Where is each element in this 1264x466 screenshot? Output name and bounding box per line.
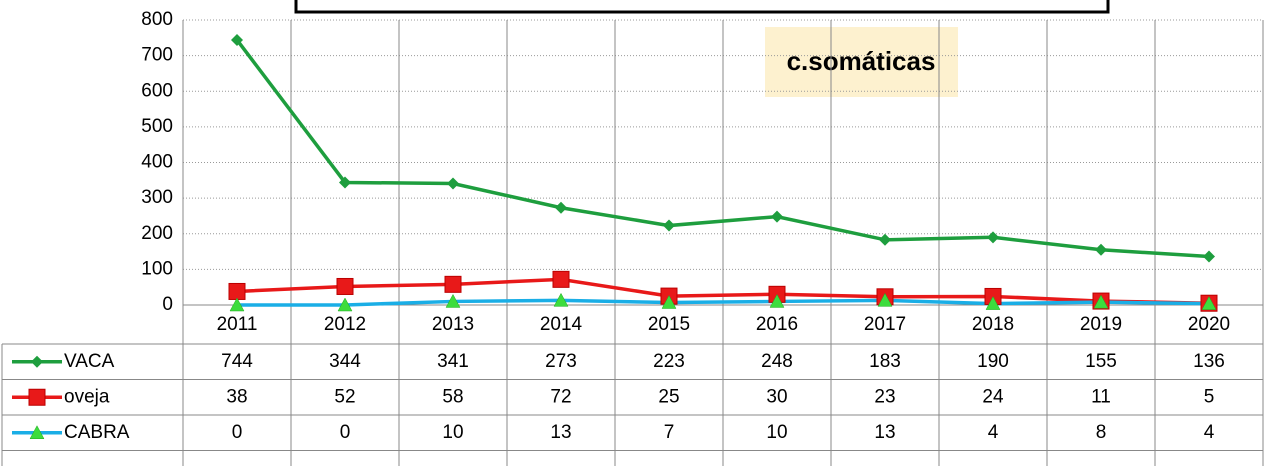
y-tick-label: 600 <box>141 80 173 101</box>
legend-label: CABRA <box>64 422 130 443</box>
table-value: 13 <box>874 422 895 443</box>
data-point <box>987 231 999 244</box>
table-value: 13 <box>550 422 571 443</box>
y-tick-label: 0 <box>162 294 173 315</box>
legend-marker <box>29 425 45 439</box>
y-tick-label: 200 <box>141 223 173 244</box>
x-tick-label: 2012 <box>324 314 366 335</box>
table-value: 23 <box>874 386 895 407</box>
data-point <box>879 233 891 246</box>
data-point <box>1201 296 1217 310</box>
x-tick-label: 2018 <box>972 314 1014 335</box>
y-tick-label: 100 <box>141 258 173 279</box>
table-value: 344 <box>329 351 361 372</box>
table-value: 273 <box>545 351 577 372</box>
legend-label: oveja <box>64 386 110 407</box>
data-point <box>229 297 245 312</box>
data-point <box>663 219 675 232</box>
data-point <box>444 275 462 293</box>
table-value: 30 <box>766 386 787 407</box>
table-value: 10 <box>766 422 787 443</box>
table-value: 0 <box>232 422 243 443</box>
table-value: 744 <box>221 351 253 372</box>
table-value: 11 <box>1091 386 1111 407</box>
table-value: 5 <box>1204 386 1215 407</box>
x-tick-label: 2016 <box>756 314 798 335</box>
table-value: 8 <box>1096 422 1107 443</box>
series-line <box>237 298 1210 307</box>
y-tick-label: 400 <box>141 152 173 173</box>
data-point <box>661 294 677 309</box>
data-point <box>228 282 246 300</box>
data-point <box>447 177 459 190</box>
legend-marker <box>31 355 43 368</box>
y-tick-label: 500 <box>141 116 173 137</box>
data-point <box>1203 250 1215 263</box>
table-value: 248 <box>761 351 793 372</box>
data-point <box>771 210 783 223</box>
data-point <box>1093 294 1109 309</box>
x-tick-label: 2017 <box>864 314 906 335</box>
table-value: 4 <box>1204 422 1215 443</box>
series-line <box>235 38 1210 259</box>
y-tick-label: 800 <box>141 9 173 30</box>
table-value: 183 <box>869 351 901 372</box>
table-value: 38 <box>226 386 247 407</box>
data-point <box>1095 243 1107 256</box>
x-tick-label: 2013 <box>432 314 474 335</box>
table-value: 190 <box>977 351 1009 372</box>
data-point <box>231 33 243 46</box>
title-box <box>294 0 1110 14</box>
x-tick-label: 2015 <box>648 314 690 335</box>
table-value: 58 <box>442 386 463 407</box>
x-tick-label: 2014 <box>540 314 583 335</box>
x-tick-label: 2020 <box>1188 314 1230 335</box>
data-point <box>339 176 351 189</box>
series-line <box>236 277 1210 305</box>
x-tick-label: 2019 <box>1080 314 1122 335</box>
table-value: 341 <box>437 351 469 372</box>
legend-label: VACA <box>64 351 115 372</box>
table-value: 24 <box>982 386 1004 407</box>
table-value: 0 <box>340 422 351 443</box>
table-value: 223 <box>653 351 685 372</box>
table-value: 25 <box>658 386 679 407</box>
table-value: 10 <box>442 422 463 443</box>
x-tick-label: 2011 <box>217 314 258 335</box>
y-tick-label: 700 <box>141 45 173 66</box>
legend-marker <box>28 388 46 406</box>
table-value: 4 <box>988 422 999 443</box>
data-point <box>769 293 785 308</box>
data-point <box>553 292 569 307</box>
annotation: c.somáticas <box>787 46 936 76</box>
data-point <box>555 201 567 214</box>
y-tick-label: 300 <box>141 187 173 208</box>
annotation-box <box>765 27 958 97</box>
data-point <box>337 297 353 312</box>
data-point <box>552 270 570 288</box>
table-value: 155 <box>1085 351 1117 372</box>
table-value: 7 <box>664 422 675 443</box>
table-value: 72 <box>550 386 571 407</box>
data-point <box>445 293 461 308</box>
data-point <box>985 296 1001 310</box>
table-value: 52 <box>334 386 355 407</box>
data-point <box>336 277 354 295</box>
table-value: 136 <box>1193 351 1225 372</box>
data-point <box>877 292 893 307</box>
